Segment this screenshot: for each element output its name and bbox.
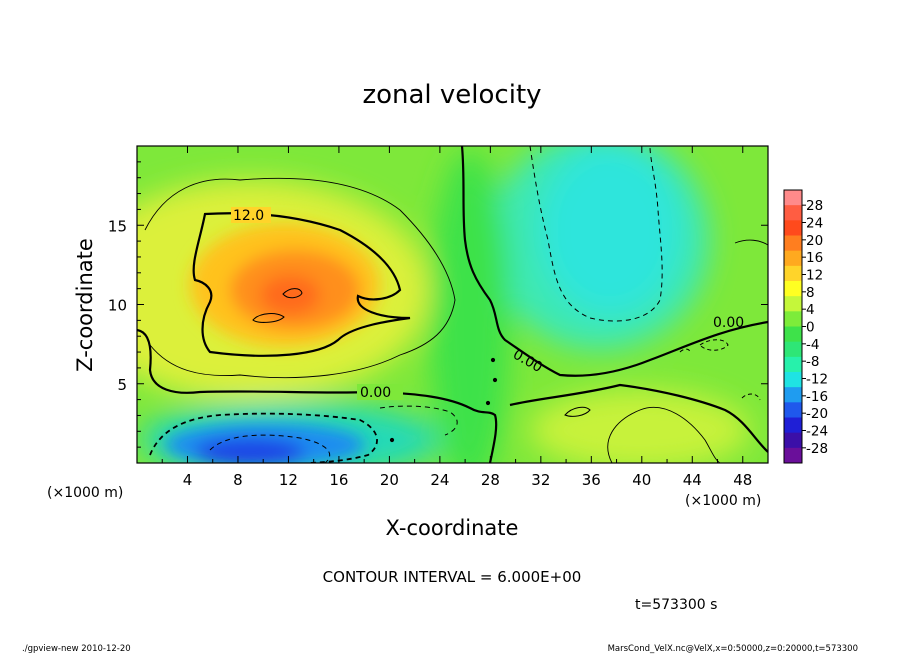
contours: [137, 146, 768, 463]
contour-18-a: [282, 288, 303, 299]
legend-label: -16: [806, 389, 828, 405]
y-axis-label: Z-coordinate: [73, 238, 97, 372]
y-tick-label: 15: [108, 217, 127, 235]
contour-neg6-mid: [379, 405, 458, 436]
y-axis-ticks: 5 10 15: [108, 161, 768, 448]
contour-neg12-lower: [209, 434, 331, 463]
legend-label: 12: [806, 268, 823, 284]
contour-dot-4: [389, 437, 395, 443]
y-unit-label: (×1000 m): [47, 485, 123, 501]
x-tick-label: 8: [233, 471, 243, 489]
region-positive-max: [260, 275, 320, 315]
legend-label: 0: [806, 320, 815, 336]
chart-title: zonal velocity: [362, 80, 541, 110]
legend-label: -20: [806, 406, 828, 422]
contour-6-right-top: [734, 239, 768, 246]
contour-neg-small-1: [699, 339, 729, 351]
legend-label: 24: [806, 216, 823, 232]
region-mid-green: [430, 150, 510, 463]
legend-swatch: [784, 250, 802, 267]
contour-neg6-lower: [149, 412, 378, 463]
contour-0-center: [460, 146, 768, 377]
contour-label-0-a: 0.00: [360, 385, 391, 401]
x-tick-label: 44: [683, 471, 702, 489]
x-unit-label: (×1000 m): [685, 493, 761, 509]
contour-dot-3: [485, 400, 491, 406]
legend-swatch: [784, 220, 802, 236]
legend-swatch: [784, 417, 802, 434]
x-tick-label: 32: [531, 471, 550, 489]
contour-label-12: 12.0: [233, 208, 264, 224]
contour-small-center: [564, 406, 591, 417]
contour-interval-text: CONTOUR INTERVAL = 6.000E+00: [323, 568, 582, 586]
legend-swatch: [784, 205, 802, 221]
time-text: t=573300 s: [635, 597, 717, 613]
x-tick-label: 12: [279, 471, 298, 489]
x-tick-label: 48: [733, 471, 752, 489]
legend-swatch: [784, 281, 802, 297]
legend-swatch: [784, 190, 802, 206]
legend-swatch: [784, 265, 802, 282]
x-tick-label: 4: [183, 471, 193, 489]
legend-swatch: [784, 447, 802, 464]
velocity-field: [137, 146, 768, 463]
footer-right: MarsCond_VelX.nc@VelX,x=0:50000,z=0:2000…: [608, 644, 858, 654]
legend-label: -4: [806, 337, 819, 353]
legend-label: 20: [806, 233, 823, 249]
legend-label: 16: [806, 250, 823, 266]
x-tick-label: 24: [430, 471, 449, 489]
contour-0-lower-right: [509, 383, 768, 453]
x-tick-label: 20: [380, 471, 399, 489]
legend-swatch: [784, 387, 802, 403]
legend-swatch: [784, 296, 802, 312]
legend-label: -24: [806, 424, 828, 440]
legend-swatch: [784, 326, 802, 343]
x-axis-ticks: 4 8 12 16 20 24 28 32 36 40 44 48: [161, 146, 752, 489]
x-tick-label: 40: [632, 471, 651, 489]
contour-18-b: [252, 313, 285, 323]
region-upper-right-core: [540, 146, 680, 315]
contour-neg-small-3: [679, 348, 691, 354]
contour-neg6-upper-right: [529, 146, 663, 322]
contour-label-0-c: 0.00: [713, 315, 744, 331]
legend-label: -12: [806, 372, 828, 388]
legend-swatch: [784, 402, 802, 418]
contour-12: [192, 212, 411, 357]
legend-swatch: [784, 432, 802, 449]
legend-swatch: [784, 311, 802, 327]
legend-swatch: [784, 341, 802, 358]
y-tick-label: 10: [108, 297, 127, 315]
contour-6: [144, 177, 456, 379]
legend-label: -8: [806, 354, 819, 370]
x-tick-label: 16: [329, 471, 348, 489]
contour-dot-2: [492, 377, 498, 383]
contour-neg-small-2: [741, 393, 761, 401]
contour-dot-1: [490, 357, 496, 363]
x-axis-label: X-coordinate: [386, 516, 519, 540]
x-tick-label: 36: [582, 471, 601, 489]
region-negative-max: [195, 438, 305, 463]
y-tick-label: 5: [117, 376, 127, 394]
legend-swatch: [784, 235, 802, 252]
legend-swatch: [784, 356, 802, 373]
legend-label: -28: [806, 441, 828, 457]
legend-swatch: [784, 372, 802, 388]
legend-label: 4: [806, 302, 815, 318]
legend-label: 28: [806, 198, 823, 214]
region-right-positive: [530, 390, 750, 463]
footer-left: ./gpview-new 2010-12-20: [22, 644, 131, 654]
contour-6-right: [607, 406, 721, 463]
x-tick-label: 28: [481, 471, 500, 489]
legend-label: 8: [806, 285, 815, 301]
